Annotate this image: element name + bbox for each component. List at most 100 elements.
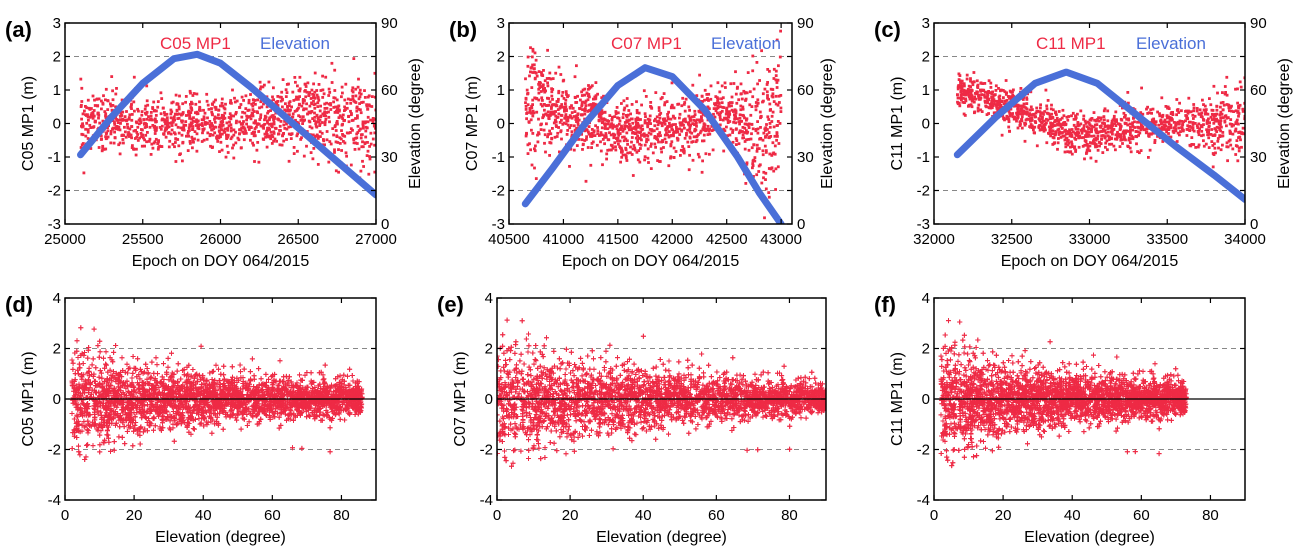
mp1-point	[1191, 121, 1195, 124]
mp1-point	[1042, 128, 1046, 132]
mp1-point	[249, 125, 252, 129]
mp1-point	[656, 123, 660, 127]
mp1-point	[1066, 118, 1070, 122]
mp1-point	[1012, 88, 1015, 92]
mp1-point	[688, 135, 692, 139]
mp1-point	[143, 144, 146, 148]
mp1-point	[1038, 124, 1041, 127]
mp1-point	[695, 134, 699, 138]
mp1-point	[603, 110, 607, 114]
mp1-point	[1178, 122, 1181, 126]
mp1-point	[650, 142, 653, 146]
mp1-point	[229, 123, 233, 127]
mp1-point	[185, 134, 188, 138]
mp1-point	[736, 117, 739, 121]
mp1-point	[316, 137, 320, 140]
mp1-point	[1044, 128, 1047, 132]
mp1-point	[336, 105, 340, 109]
mp1-point	[566, 129, 570, 132]
mp1-point	[564, 122, 568, 126]
mp1-point	[332, 106, 336, 109]
mp1-point	[267, 126, 271, 130]
x-tick-label: 32500	[991, 231, 1033, 248]
mp1-point	[1231, 132, 1235, 136]
elevation-line	[953, 68, 1245, 203]
mp1-point	[1059, 136, 1063, 139]
mp1-point	[1136, 130, 1140, 134]
mp1-point	[272, 122, 276, 126]
mp1-point	[1237, 131, 1240, 134]
mp1-point	[316, 116, 320, 120]
mp1-point	[959, 81, 962, 85]
mp1-point	[1222, 103, 1226, 107]
mp1-point	[541, 74, 545, 77]
mp1-point	[639, 143, 643, 147]
mp1-point	[534, 177, 538, 180]
mp1-point	[1127, 136, 1131, 140]
mp1-point	[1125, 117, 1129, 121]
mp1-point	[256, 122, 260, 126]
mp1-point	[758, 110, 762, 114]
mp1-point	[327, 160, 331, 164]
mp1-point	[167, 145, 171, 149]
mp1-point	[1019, 104, 1023, 108]
mp1-point	[581, 108, 584, 111]
mp1-point	[554, 71, 558, 75]
mp1-point	[660, 96, 664, 99]
mp1-point	[305, 90, 309, 94]
mp1-point	[240, 115, 244, 119]
mp1-point	[667, 164, 671, 168]
mp1-point	[1230, 124, 1234, 128]
mp1-point	[168, 121, 172, 125]
mp1-point	[133, 109, 136, 113]
mp1-point	[157, 140, 160, 144]
mp1-point	[697, 109, 701, 113]
mp1-point	[551, 110, 555, 114]
mp1-point	[333, 89, 337, 92]
mp1-point	[147, 140, 151, 143]
mp1-point	[657, 106, 661, 109]
mp1-point	[282, 132, 285, 135]
mp1-point	[575, 64, 578, 68]
mp1-point	[620, 126, 624, 129]
mp1-point	[1094, 138, 1098, 142]
mp1-point	[121, 133, 125, 137]
mp1-point	[1195, 109, 1199, 113]
mp1-point	[113, 121, 116, 124]
mp1-point	[742, 136, 745, 140]
mp1-point	[524, 96, 528, 100]
mp1-point	[1213, 146, 1217, 150]
mp1-point	[1076, 127, 1080, 131]
mp1-point	[208, 123, 212, 127]
mp1-point	[973, 95, 976, 99]
mp1-point	[670, 140, 674, 144]
mp1-point	[1154, 120, 1158, 124]
mp1-point	[546, 48, 549, 52]
mp1-point	[1234, 109, 1238, 113]
mp1-point	[340, 85, 344, 89]
mp1-point	[226, 151, 230, 154]
mp1-point	[232, 156, 236, 160]
mp1-point	[707, 99, 710, 102]
mp1-point	[665, 119, 668, 123]
mp1-point	[1234, 127, 1238, 131]
mp1-point	[279, 120, 283, 123]
mp1-point	[1054, 132, 1058, 136]
mp1-point	[255, 148, 259, 152]
mp1-point	[1240, 145, 1243, 149]
mp1-point	[202, 118, 205, 122]
mp1-point	[1032, 113, 1036, 116]
mp1-point	[1239, 138, 1242, 142]
mp1-point	[1009, 90, 1013, 94]
mp1-point	[124, 135, 128, 139]
mp1-point	[1196, 130, 1200, 133]
mp1-point	[103, 110, 107, 113]
mp1-point	[324, 75, 328, 79]
mp1-point	[563, 109, 566, 113]
mp1-point	[1064, 142, 1068, 146]
mp1-point	[698, 73, 701, 77]
mp1-point	[1165, 130, 1168, 134]
mp1-point	[247, 128, 251, 131]
mp1-point	[1059, 118, 1062, 121]
mp1-point	[293, 109, 297, 113]
